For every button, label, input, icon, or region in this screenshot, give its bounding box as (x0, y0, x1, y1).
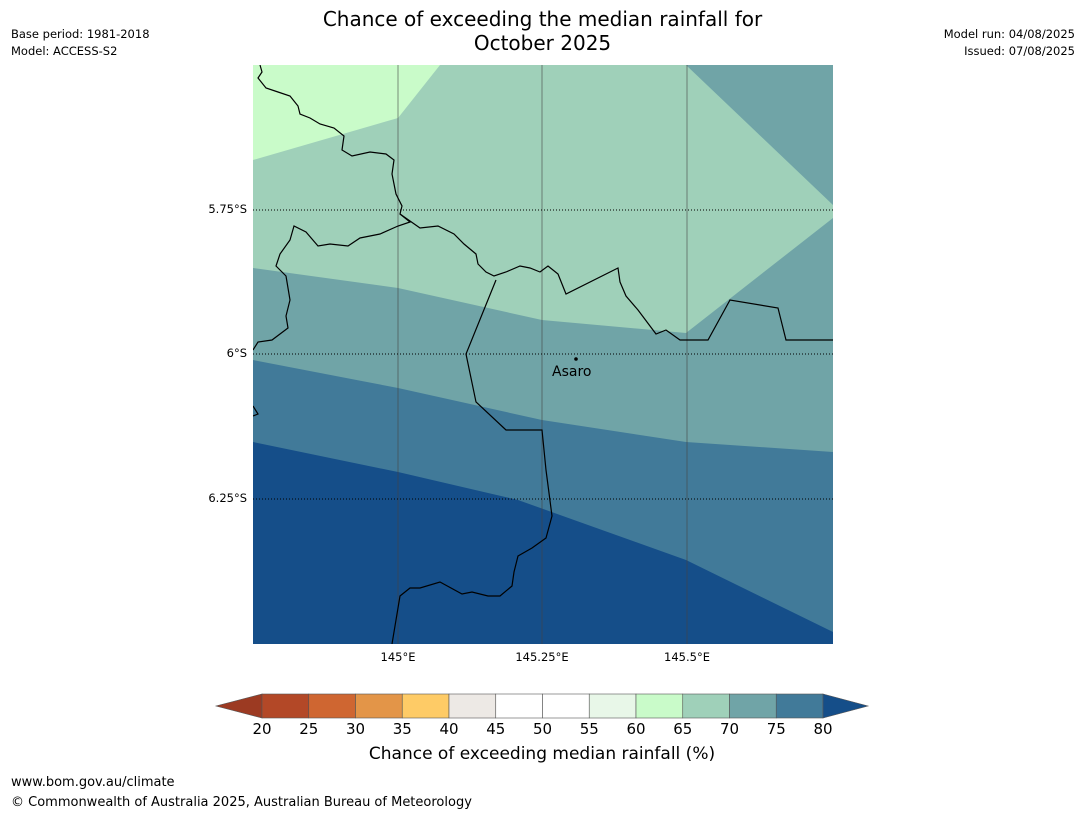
colorbar-tick-label: 70 (719, 720, 740, 738)
colorbar-segment (729, 693, 777, 719)
colorbar-under-arrow (214, 693, 263, 719)
meta-right: Model run: 04/08/2025 Issued: 07/08/2025 (944, 26, 1075, 60)
colorbar-segment (495, 693, 543, 719)
lat-label-6s: 6°S (226, 346, 247, 360)
boundary-line (253, 65, 412, 351)
colorbar-segment (682, 693, 730, 719)
boundaries (253, 65, 833, 644)
colorbar-tick-label: 40 (439, 720, 459, 738)
colorbar-segment (308, 693, 356, 719)
lat-label-5.75s: 5.75°S (208, 202, 247, 216)
colorbar-segment (635, 693, 684, 719)
colorbar-tick-label: 45 (486, 720, 506, 738)
meta-left: Base period: 1981-2018 Model: ACCESS-S2 (11, 26, 150, 60)
base-period: Base period: 1981-2018 (11, 27, 150, 41)
colorbar-tick-label: 60 (626, 720, 646, 738)
boundary-line (391, 279, 553, 644)
footer-url[interactable]: www.bom.gov.au/climate (11, 775, 175, 790)
lon-label-145.5e: 145.5°E (664, 650, 710, 664)
colorbar-tick-label: 65 (673, 720, 693, 738)
colorbar-tick-label: 25 (299, 720, 319, 738)
lat-label-6.25s: 6.25°S (208, 491, 247, 505)
boundary-line (253, 405, 259, 417)
issued-date: Issued: 07/08/2025 (964, 44, 1075, 58)
probability-fill (253, 65, 833, 644)
colorbar[interactable] (214, 693, 870, 719)
colorbar-segment (588, 693, 637, 719)
model-run: Model run: 04/08/2025 (943, 27, 1075, 41)
latitude-lines (253, 209, 833, 500)
colorbar-tick-label: 35 (392, 720, 412, 738)
colorbar-tick-label: 30 (345, 720, 366, 738)
colorbar-tick-label: 75 (766, 720, 786, 738)
colorbar-segment (401, 693, 450, 719)
lon-label-145.25e: 145.25°E (515, 650, 569, 664)
colorbar-segment (261, 693, 310, 719)
colorbar-over-arrow (822, 693, 870, 719)
boundary-line (399, 213, 833, 341)
footer-copyright: © Commonwealth of Australia 2025, Austra… (11, 795, 472, 810)
colorbar-label: Chance of exceeding median rainfall (%) (368, 744, 716, 764)
colorbar-segment (542, 693, 590, 719)
asaro-marker (574, 357, 578, 361)
colorbar-segment (355, 693, 403, 719)
place-label-asaro: Asaro (552, 364, 592, 380)
colorbar-tick-label: 20 (252, 720, 272, 738)
title-line-2: October 2025 (473, 31, 612, 55)
lon-label-145e: 145°E (380, 650, 416, 664)
colorbar-tick-label: 50 (532, 720, 553, 738)
model-name: Model: ACCESS-S2 (11, 44, 118, 58)
chart-title: Chance of exceeding the median rainfall … (240, 7, 845, 55)
band-60-65 (253, 65, 440, 160)
colorbar-tick-label: 55 (579, 720, 599, 738)
title-line-1: Chance of exceeding the median rainfall … (322, 7, 763, 31)
colorbar-segment (448, 693, 497, 719)
colorbar-segment (775, 693, 824, 719)
colorbar-tick-label: 80 (813, 720, 833, 738)
